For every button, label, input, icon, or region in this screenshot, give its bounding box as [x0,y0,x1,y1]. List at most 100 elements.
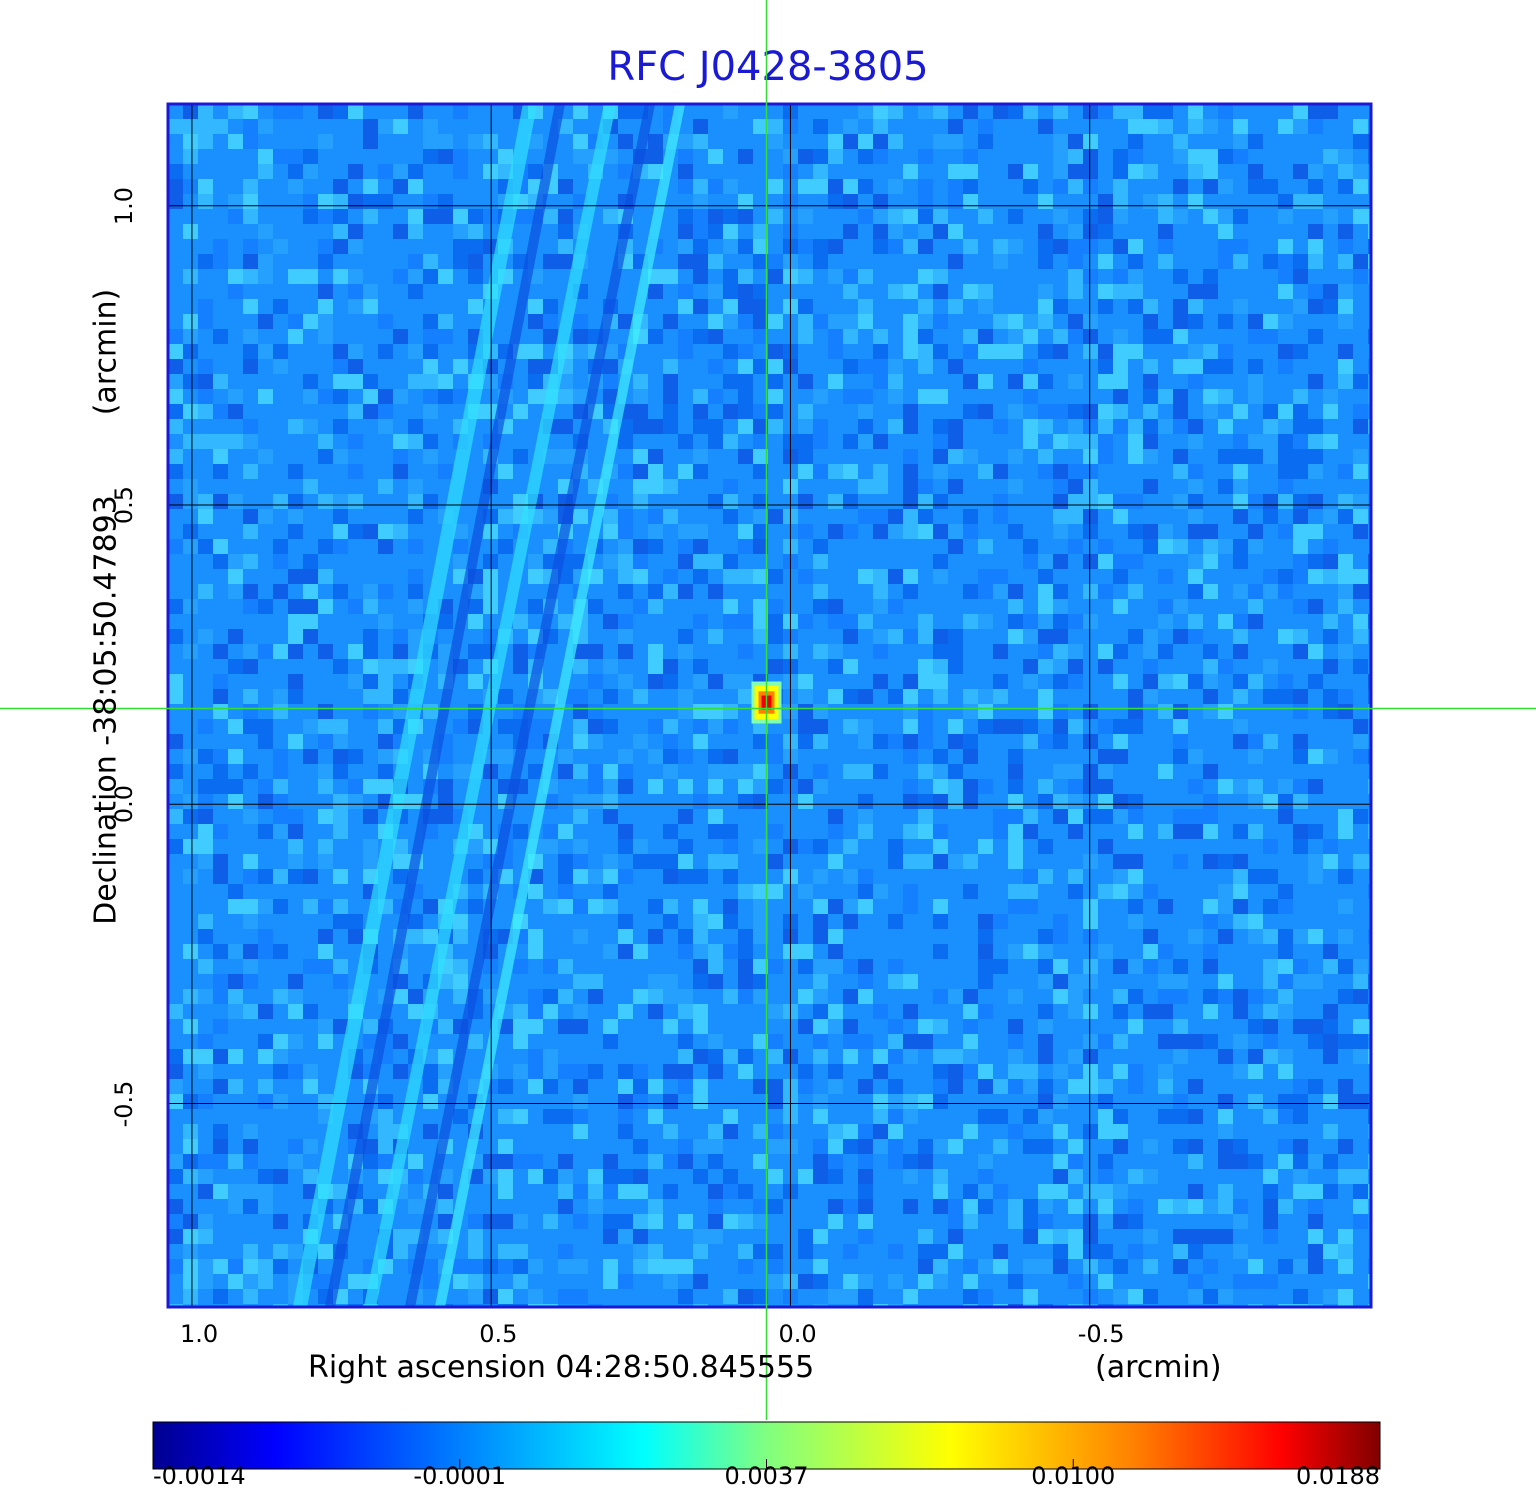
heatmap-pixel [318,899,333,914]
heatmap-pixel [738,764,753,779]
heatmap-pixel [873,389,888,404]
heatmap-pixel [1038,599,1053,614]
heatmap-pixel [873,254,888,269]
heatmap-pixel [1083,689,1098,704]
heatmap-pixel [738,284,753,299]
heatmap-pixel [213,779,228,794]
heatmap-pixel [723,944,738,959]
heatmap-pixel [1338,689,1353,704]
heatmap-pixel [1308,1079,1323,1094]
heatmap-pixel [678,1049,693,1064]
heatmap-pixel [663,359,678,374]
heatmap-pixel [1128,779,1143,794]
heatmap-pixel [918,1034,933,1049]
heatmap-pixel [1053,884,1068,899]
heatmap-pixel [903,734,918,749]
heatmap-pixel [1083,1289,1098,1304]
heatmap-pixel [333,389,348,404]
heatmap-pixel [618,749,633,764]
heatmap-pixel [798,1229,813,1244]
heatmap-pixel [1293,1154,1308,1169]
heatmap-pixel [933,779,948,794]
heatmap-pixel [183,749,198,764]
heatmap-pixel [318,599,333,614]
heatmap-pixel [1218,1289,1233,1304]
streak-artifact [435,104,685,1307]
heatmap-pixel [1188,554,1203,569]
heatmap-pixel [1038,1004,1053,1019]
heatmap-pixel [228,1259,243,1274]
heatmap-pixel [183,1214,198,1229]
heatmap-pixel [393,524,408,539]
heatmap-pixel [798,1274,813,1289]
heatmap-pixel [1338,974,1353,989]
heatmap-pixel [993,644,1008,659]
heatmap-pixel [648,449,663,464]
heatmap-pixel [363,644,378,659]
heatmap-pixel [993,674,1008,689]
heatmap-pixel [903,299,918,314]
heatmap-pixel [648,1244,663,1259]
heatmap-pixel [1068,374,1083,389]
heatmap-pixel [753,959,768,974]
heatmap-pixel [693,1004,708,1019]
heatmap-pixel [738,149,753,164]
heatmap-pixel [378,1094,393,1109]
heatmap-pixel [888,134,903,149]
heatmap-pixel [558,614,573,629]
heatmap-pixel [243,659,258,674]
heatmap-pixel [753,929,768,944]
heatmap-pixel [993,254,1008,269]
heatmap-pixel [1158,1004,1173,1019]
heatmap-pixel [858,629,873,644]
heatmap-pixel [1083,344,1098,359]
heatmap-pixel [873,134,888,149]
heatmap-pixel [828,179,843,194]
heatmap-pixel [1083,1229,1098,1244]
heatmap-pixel [423,1124,438,1139]
heatmap-pixel [1083,1049,1098,1064]
heatmap-pixel [933,209,948,224]
heatmap-pixel [1083,764,1098,779]
heatmap-pixel [948,719,963,734]
heatmap-pixel [558,1169,573,1184]
heatmap-pixel [1053,659,1068,674]
heatmap-pixel [168,599,183,614]
heatmap-pixel [603,359,618,374]
heatmap-pixel [693,224,708,239]
heatmap-pixel [408,284,423,299]
heatmap-pixel [1338,929,1353,944]
heatmap-pixel [618,1079,633,1094]
heatmap-pixel [213,1259,228,1274]
heatmap-pixel [423,299,438,314]
heatmap-pixel [573,1019,588,1034]
heatmap-pixel [408,104,423,119]
heatmap-pixel [1188,104,1203,119]
heatmap-pixel [588,974,603,989]
heatmap-pixel [918,674,933,689]
heatmap-pixel [753,479,768,494]
heatmap-pixel [843,134,858,149]
heatmap-pixel [1188,164,1203,179]
heatmap-pixel [873,569,888,584]
heatmap-pixel [978,1169,993,1184]
heatmap-pixel [288,1064,303,1079]
grid-lines [168,104,1371,1307]
heatmap-pixel [333,959,348,974]
heatmap-pixel [1143,1004,1158,1019]
heatmap-pixel [198,299,213,314]
heatmap-pixel [1233,104,1248,119]
heatmap-pixel [933,104,948,119]
heatmap-pixel [1233,824,1248,839]
heatmap-pixel [483,1169,498,1184]
heatmap-pixel [1173,749,1188,764]
heatmap-pixel [1248,1274,1263,1289]
heatmap-pixel [1098,104,1113,119]
heatmap-pixel [1293,1109,1308,1124]
heatmap-pixel [753,1124,768,1139]
heatmap-pixel [1323,539,1338,554]
heatmap-pixel [363,134,378,149]
heatmap-pixel [738,1049,753,1064]
heatmap-pixel [603,149,618,164]
heatmap-pixel [1128,1199,1143,1214]
